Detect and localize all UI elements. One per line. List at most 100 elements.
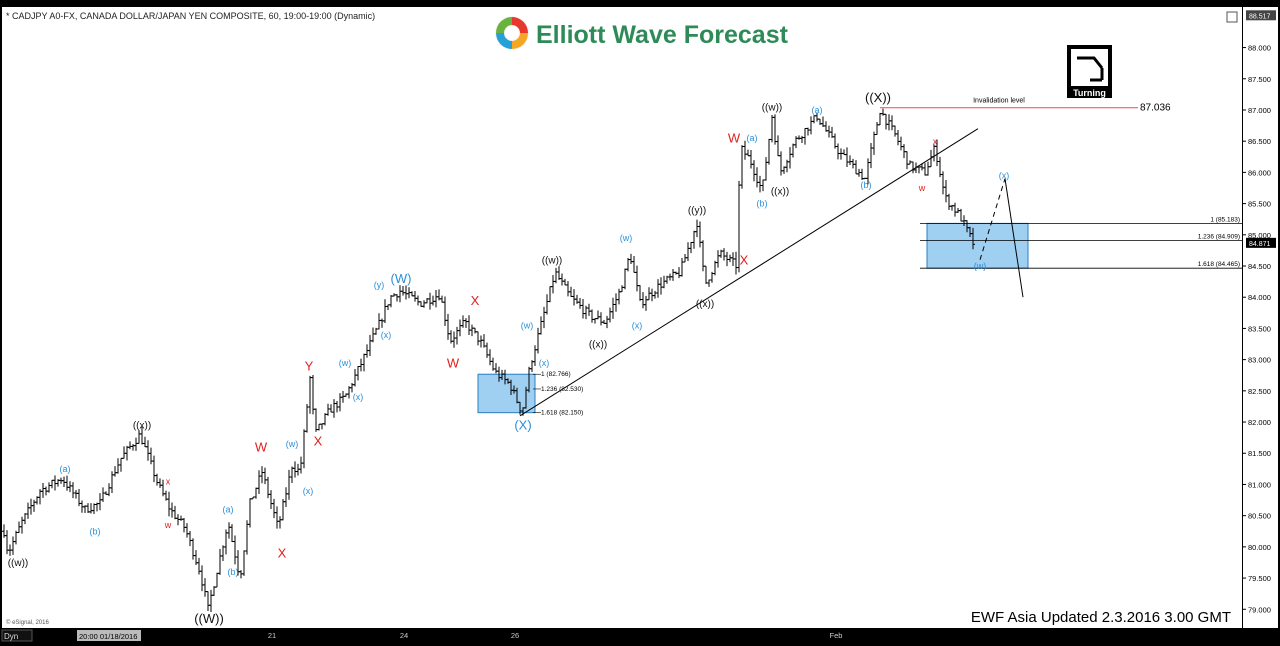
wave-label: w [164, 520, 172, 530]
last-price-marker [1246, 237, 1276, 248]
wave-label: (X) [514, 418, 531, 433]
wave-label: (y) [374, 280, 385, 290]
price-tick-label: 86.000 [1248, 168, 1271, 177]
wave-label: (a) [812, 105, 823, 115]
wave-label: (a) [747, 133, 758, 143]
mode-label: Dyn [4, 632, 18, 641]
wave-label: X [740, 252, 749, 267]
wave-label: (W) [391, 271, 412, 286]
wave-label: (a) [223, 505, 234, 515]
price-tick-label: 83.000 [1248, 356, 1271, 365]
brand-logo: Elliott Wave Forecast [495, 16, 789, 50]
price-axis: 88.517 88.000 87.500 87.000 86.500 86.000 85.5… [1243, 10, 1276, 614]
wave-label: x [166, 476, 171, 486]
time-axis: 21 24 26 Feb [268, 631, 843, 640]
price-bars [2, 108, 975, 612]
wave-label: ((x)) [133, 421, 151, 432]
wave-label: ((X)) [865, 90, 891, 105]
fib-level-label: 1.618 (82.150) [541, 410, 583, 417]
fib-target-box [926, 222, 1029, 269]
wave-label: x [933, 136, 938, 146]
fib-level-label: 1 (85.183) [1210, 216, 1240, 223]
wave-label: ((w)) [542, 255, 563, 266]
wave-label: ((x)) [771, 187, 789, 198]
mode-button[interactable]: Dyn [1, 629, 33, 642]
price-tick-label: 82.000 [1248, 418, 1271, 427]
fib-level-label: 1 (82.766) [541, 371, 571, 378]
price-tick-label: 84.000 [1248, 293, 1271, 302]
wave-label: ((y)) [688, 205, 706, 216]
price-tick-label: 79.500 [1248, 574, 1271, 583]
wave-label: (b) [90, 526, 101, 536]
price-tick-label: 84.500 [1248, 262, 1271, 271]
price-tick-label: 87.500 [1248, 75, 1271, 84]
wave-label: (b) [228, 567, 239, 577]
cursor-time: 20:00 01/18/2016 [79, 632, 137, 641]
price-tick-label: 85.500 [1248, 200, 1271, 209]
wave-label: X [471, 293, 480, 308]
wave-label: (a) [60, 464, 71, 474]
wave-label: ((W)) [194, 611, 224, 626]
wave-label: ((x)) [696, 299, 714, 310]
window-close-icon[interactable] [1226, 11, 1238, 23]
invalidation-label: Invalidation level [973, 98, 1025, 105]
price-tick-label: 79.000 [1248, 605, 1271, 614]
price-axis-panel [1243, 7, 1278, 628]
wave-label: ((w)) [762, 102, 783, 113]
turning-label: Turning [1073, 88, 1106, 98]
wave-label: (w) [521, 320, 534, 330]
wave-label: (b) [757, 199, 768, 209]
trendline [519, 128, 979, 417]
brand-name: Elliott Wave Forecast [536, 21, 789, 49]
symbol-info: * CADJPY A0-FX, CANADA DOLLAR/JAPAN YEN … [6, 11, 375, 21]
wave-label: (x) [353, 392, 364, 402]
wave-label: (w) [286, 439, 299, 449]
wave-label: Y [305, 358, 314, 373]
wave-label: (x) [303, 486, 314, 496]
price-tick-label: 83.500 [1248, 324, 1271, 333]
invalidation-value: 87.036 [1140, 103, 1171, 114]
wave-label: (w) [974, 261, 987, 271]
turning-arrow-icon [1077, 56, 1104, 82]
price-tick-label: 87.000 [1248, 106, 1271, 115]
annotation-lines: Invalidation level 87.036 [519, 98, 1171, 417]
fib-level-label: 1.236 (84.909) [1198, 233, 1240, 240]
time-tick-label: Feb [830, 631, 843, 640]
time-tick-label: 21 [268, 631, 276, 640]
wave-label: (w) [620, 233, 633, 243]
wave-labels: ((w))(a)(b)((x))xw((W))(a)(b)WX(w)(x)YX(… [8, 90, 1010, 626]
wave-label: X [278, 546, 287, 561]
plot-area[interactable] [2, 7, 1242, 628]
wave-label: (x) [632, 320, 643, 330]
price-tick-label: 85.000 [1248, 231, 1271, 240]
wave-label: (x) [999, 171, 1010, 181]
wave-label: W [447, 355, 460, 370]
high-price-marker [1246, 10, 1276, 21]
price-tick-label: 81.000 [1248, 480, 1271, 489]
price-tick-label: 86.500 [1248, 137, 1271, 146]
wave-label: W [728, 131, 741, 146]
wave-label: (x) [539, 358, 550, 368]
last-price-label: 84.871 [1249, 241, 1271, 248]
price-tick-label: 88.000 [1248, 44, 1271, 53]
price-tick-label: 80.500 [1248, 512, 1271, 521]
fib-level-label: 1.618 (84.465) [1198, 261, 1240, 268]
brand-logo-icon [495, 16, 529, 50]
price-tick-label: 80.000 [1248, 543, 1271, 552]
wave-label: w [918, 183, 926, 193]
projection-drop-line [1004, 178, 1024, 298]
high-price-label: 88.517 [1249, 13, 1271, 20]
wave-label: W [255, 440, 268, 455]
wave-label: X [314, 433, 323, 448]
wave-label: (x) [381, 330, 392, 340]
update-note: EWF Asia Updated 2.3.2016 3.00 GMT [971, 609, 1231, 626]
cursor-time-box: 20:00 01/18/2016 [77, 630, 141, 641]
wave-label: (w) [339, 358, 352, 368]
price-tick-label: 82.500 [1248, 387, 1271, 396]
wave-label: (b) [861, 180, 872, 190]
wave-label: ((x)) [589, 340, 607, 351]
copyright: © eSignal, 2016 [6, 619, 49, 626]
time-tick-label: 26 [511, 631, 519, 640]
